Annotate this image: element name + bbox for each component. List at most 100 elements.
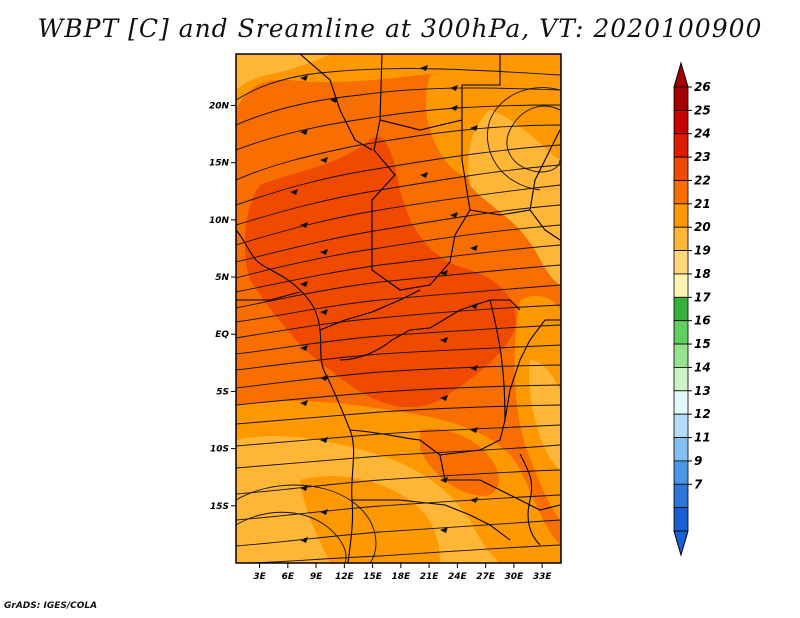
streamline (236, 494, 561, 521)
colorbar-swatch (673, 437, 689, 462)
red-sea-coast (529, 129, 561, 211)
lon-label: 21E (420, 572, 440, 582)
plot-title: WBPT [C] and Sreamline at 300hPa, VT: 20… (37, 14, 763, 43)
colorbar-swatch (673, 343, 689, 368)
colorbar-label: 22 (694, 173, 711, 187)
lon-label: 33E (533, 572, 553, 582)
streamline (236, 444, 561, 469)
colorbar-swatch (673, 109, 689, 135)
colorbar-swatch (673, 507, 689, 532)
colorbar-swatch (673, 296, 689, 322)
angola-drc-border (349, 429, 446, 481)
grads-credit: GrADS: IGES/COLA (4, 601, 98, 611)
zambia-border (439, 419, 506, 456)
streamline (236, 364, 561, 389)
streamline (236, 204, 561, 263)
colorbar-label: 24 (694, 127, 711, 141)
niger-border (299, 54, 373, 151)
lon-label: 9E (310, 572, 323, 582)
longitude-axis: 3E 6E 9E 12E 15E 18E 21E 24E 27E 30E 33E (253, 563, 552, 582)
colorbar-swatch (673, 86, 689, 111)
sudan-egypt-border (461, 54, 501, 120)
lon-label: 27E (476, 572, 496, 582)
colorbar-label: 15 (694, 337, 711, 351)
streamline (236, 164, 561, 226)
streamline (236, 104, 561, 151)
lat-label: 10S (210, 445, 229, 455)
streamline-curved (236, 484, 377, 563)
colorbar-swatch (673, 483, 689, 509)
streamline-curved (487, 87, 561, 191)
colorbar-label: 7 (694, 477, 703, 491)
colorbar-label: 25 (694, 103, 711, 117)
streamline-arrows (290, 65, 478, 543)
colorbar-bottom-arrow (673, 530, 689, 557)
nigeria-coast (236, 291, 301, 301)
colorbar-swatch (673, 320, 689, 345)
colorbar-label: 26 (694, 80, 711, 94)
colorbar-label: 20 (694, 220, 711, 234)
colorbar-label: 23 (694, 150, 711, 164)
lat-label: EQ (215, 330, 229, 340)
colorbar-swatch (673, 413, 689, 438)
colorbar-swatch (673, 250, 689, 275)
streamline (236, 244, 561, 293)
streamline (236, 144, 561, 206)
wbpt-contour-22-pocket (420, 429, 499, 496)
lon-label: 12E (335, 572, 355, 582)
colorbar-swatch (673, 460, 689, 485)
colorbar-label: 12 (694, 407, 711, 421)
colorbar-swatch (673, 390, 689, 415)
tanzania-border (504, 319, 560, 421)
lon-label: 15E (363, 572, 383, 582)
colorbar-swatch (673, 133, 689, 158)
lon-label: 24E (448, 572, 468, 582)
wbpt-contour-21-north (236, 54, 560, 110)
colorbar-label: 21 (694, 197, 711, 211)
latitude-axis: 20N 15N 10N 5N EQ 5S 10S 15S (209, 101, 236, 512)
streamline (236, 284, 561, 323)
lon-label: 6E (282, 572, 295, 582)
chad-libya-border (379, 119, 463, 131)
colorbar-label: 14 (694, 360, 711, 374)
colorbar-swatch (673, 367, 689, 392)
namibia-border (352, 499, 511, 541)
streamline (236, 264, 561, 309)
streamline (236, 404, 561, 425)
streamline (236, 184, 561, 246)
streamline (236, 124, 561, 181)
streamline (236, 384, 561, 406)
wbpt-contour-21-inner-south (300, 476, 440, 563)
streamline (236, 224, 561, 279)
streamline (236, 424, 561, 447)
malawi-border (519, 453, 541, 546)
zimbabwe-border (445, 479, 561, 511)
colorbar-label: 13 (694, 384, 711, 398)
streamline (236, 519, 561, 547)
colorbar-label: 11 (694, 431, 711, 445)
streamline (236, 469, 561, 495)
colorbar-swatch (673, 180, 689, 205)
colorbar-label: 19 (694, 244, 711, 258)
colorbar-swatch (673, 226, 689, 251)
streamline (236, 324, 561, 355)
country-borders (236, 54, 561, 563)
streamline (236, 68, 561, 101)
streamline (236, 87, 561, 126)
lon-label: 30E (505, 572, 525, 582)
colorbar-label: 17 (694, 290, 711, 304)
colorbar-swatch (673, 273, 689, 298)
streamline (249, 544, 561, 563)
congo-border (339, 327, 431, 361)
colorbar-swatch (673, 156, 689, 181)
wbpt-contour-20-north (236, 54, 330, 90)
colorbar-label: 16 (694, 314, 711, 328)
rift-lakes (489, 299, 506, 421)
lon-label: 3E (253, 572, 266, 582)
streamline (236, 304, 561, 339)
lat-label: 15S (210, 502, 229, 512)
streamlines (236, 68, 561, 563)
wbpt-contour-20-southeast (529, 360, 560, 470)
streamline-curved (506, 105, 561, 173)
colorbar-swatch (673, 203, 689, 228)
